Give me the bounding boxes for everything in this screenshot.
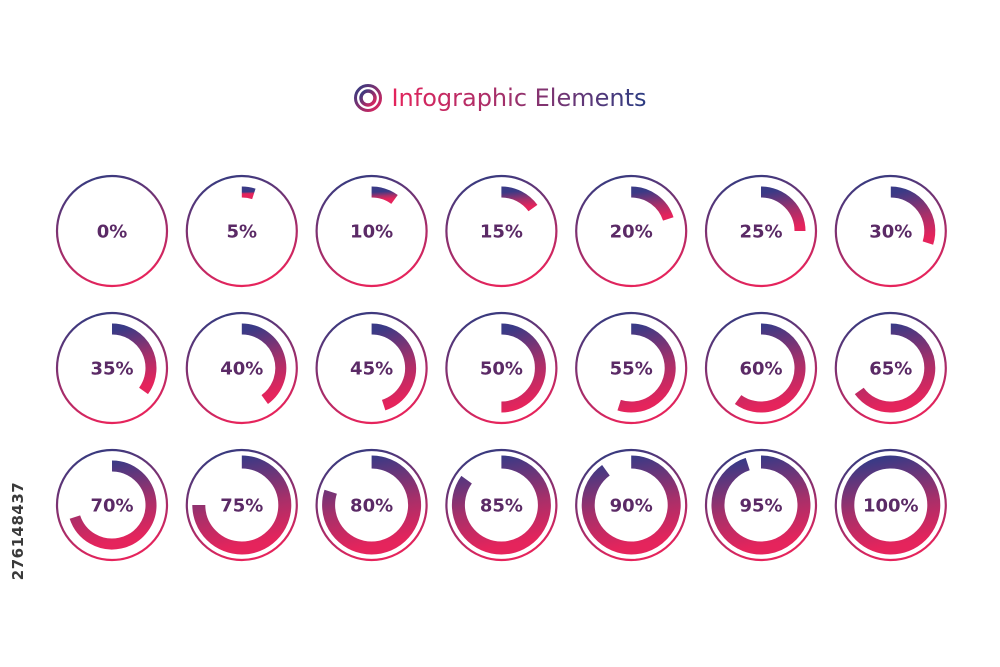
gauge-percent-label: 15% — [480, 222, 523, 243]
gauge-progress-arc — [581, 455, 681, 555]
gauge-progress-arc — [451, 455, 551, 555]
gauge: 0% — [55, 174, 169, 288]
page-title: Infographic Elements — [391, 84, 647, 112]
gauge-outer-ring — [55, 448, 169, 562]
gauge-percent-label: 65% — [869, 359, 912, 380]
gauge-progress-arc — [192, 455, 292, 555]
gauge: 65% — [834, 311, 947, 425]
gauge-percent-label: 10% — [350, 222, 393, 243]
gauge-outer-ring — [575, 311, 688, 425]
gauge-outer-ring — [834, 448, 947, 562]
gauge-percent-label: 35% — [90, 359, 133, 380]
gauge-percent-label: 95% — [739, 496, 782, 517]
gauge: 35% — [55, 311, 169, 425]
gauge-outer-ring — [185, 174, 298, 288]
gauge-progress-arc — [501, 186, 538, 212]
gauge-outer-ring — [834, 311, 947, 425]
gauge: 100% — [834, 448, 947, 562]
gauge-progress-arc — [241, 323, 287, 404]
gauge-percent-label: 5% — [227, 222, 258, 243]
gauge-outer-ring — [445, 311, 558, 425]
gauge-progress-arc — [111, 323, 157, 395]
gauge-outer-ring — [445, 174, 558, 288]
gauge-outer-ring — [704, 174, 818, 288]
gauge-progress-arc — [241, 186, 256, 200]
gauge-percent-label: 50% — [480, 359, 523, 380]
gauge-percent-label: 100% — [863, 496, 919, 517]
gauge-progress-arc — [371, 186, 398, 205]
gauge-outer-ring — [834, 174, 947, 288]
gauge-progress-arc — [322, 455, 422, 555]
gauge-outer-ring — [704, 311, 818, 425]
gauge: 85% — [445, 448, 558, 562]
gauge: 15% — [445, 174, 558, 288]
gauge: 80% — [315, 448, 428, 562]
gauge: 75% — [185, 448, 298, 562]
gauge-progress-arc — [711, 455, 811, 555]
gauge-outer-ring — [445, 448, 558, 562]
gauge: 55% — [575, 311, 688, 425]
gauge-outer-ring — [575, 448, 688, 562]
ring-logo-icon — [354, 84, 383, 112]
gauge-percent-label: 60% — [739, 359, 782, 380]
gauge: 50% — [445, 311, 558, 425]
gauge: 5% — [185, 174, 298, 288]
gauge-outer-ring — [55, 174, 169, 288]
gauge-progress-arc — [734, 323, 806, 413]
gauge-percent-label: 25% — [739, 222, 782, 243]
gauge: 20% — [575, 174, 688, 288]
gauge: 30% — [834, 174, 947, 288]
gauge: 25% — [704, 174, 818, 288]
gauge-percent-label: 90% — [610, 496, 653, 517]
gauge-percent-label: 80% — [350, 496, 393, 517]
gauge-progress-arc — [760, 186, 806, 232]
gauge-percent-label: 45% — [350, 359, 393, 380]
gauge-progress-arc — [501, 323, 546, 413]
gauge-outer-ring — [185, 448, 298, 562]
gauge-outer-ring — [315, 174, 428, 288]
gauge-outer-ring — [704, 448, 818, 562]
gauge-progress-arc — [890, 186, 936, 245]
gauge-outer-ring — [55, 311, 169, 425]
gauge: 10% — [315, 174, 428, 288]
gauge-progress-arc — [630, 186, 674, 221]
gauge: 95% — [704, 448, 818, 562]
gauge-progress-arc — [617, 323, 676, 413]
gauge-percent-label: 40% — [220, 359, 263, 380]
gauge-progress-arc — [69, 460, 157, 550]
gauge-outer-ring — [315, 448, 428, 562]
gauge-outer-ring — [315, 311, 428, 425]
title-bar: Infographic Elements — [0, 78, 1000, 118]
stock-id-watermark: 276148437 — [8, 432, 28, 632]
stock-id-text: 276148437 — [9, 481, 27, 581]
gauge: 90% — [575, 448, 688, 562]
gauge-outer-ring — [575, 174, 688, 288]
gauge: 40% — [185, 311, 298, 425]
gauge-percent-label: 70% — [90, 496, 133, 517]
gauge-outer-ring — [185, 311, 298, 425]
gauge-percent-label: 0% — [97, 222, 128, 243]
gauge: 60% — [704, 311, 818, 425]
gauge-percent-label: 85% — [480, 496, 523, 517]
gauge-progress-arc — [841, 455, 941, 555]
gauge-percent-label: 75% — [220, 496, 263, 517]
gauge: 70% — [55, 448, 169, 562]
gauge-percent-label: 55% — [610, 359, 653, 380]
gauge-percent-label: 20% — [610, 222, 653, 243]
gauge-progress-arc — [371, 323, 417, 411]
gauge: 45% — [315, 311, 428, 425]
gauge-progress-arc — [854, 323, 936, 413]
gauge-percent-label: 30% — [869, 222, 912, 243]
